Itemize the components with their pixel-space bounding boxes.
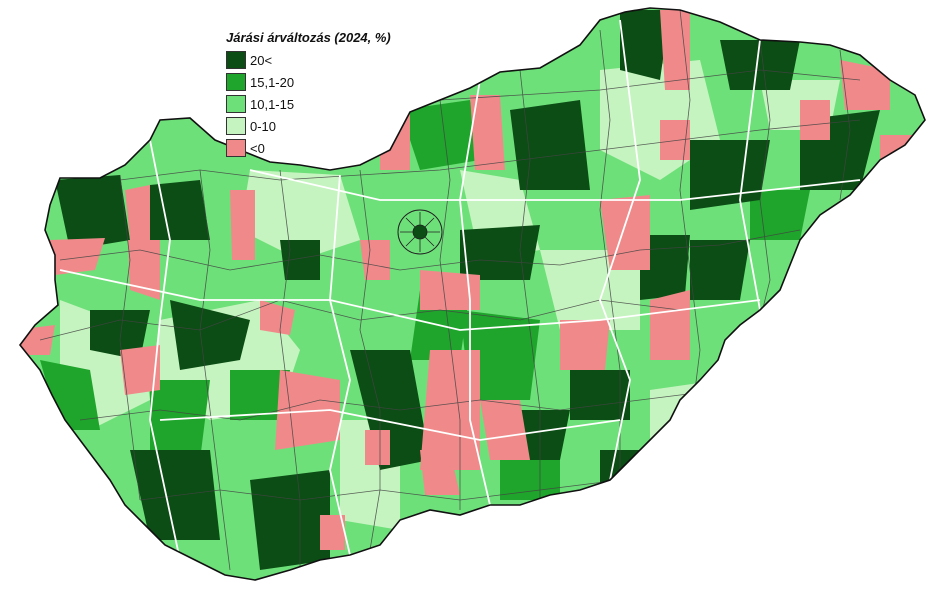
legend-label: 10,1-15 (250, 96, 295, 112)
district-region (500, 450, 560, 500)
district-region (150, 380, 210, 460)
legend-title: Járási árváltozás (2024, %) (226, 30, 391, 45)
district-region (800, 100, 830, 140)
district-region (520, 410, 570, 460)
district-region (750, 190, 810, 240)
district-region (240, 170, 360, 260)
district-region (90, 310, 150, 360)
legend-item-negative: <0 (226, 137, 391, 159)
district-region (360, 240, 390, 280)
legend-swatch (226, 51, 246, 69)
legend-swatch (226, 139, 246, 157)
district-region (690, 140, 770, 210)
district-region (600, 450, 660, 500)
legend-label: <0 (250, 140, 265, 156)
district-region (660, 120, 690, 160)
district-region (420, 350, 480, 470)
district-region (650, 290, 690, 360)
district-region (560, 320, 610, 370)
legend-swatch (226, 95, 246, 113)
district-region (128, 240, 160, 300)
budapest-center (412, 224, 428, 240)
county-borders (59, 19, 861, 561)
district-region (480, 400, 530, 460)
legend-label: 0-10 (250, 118, 277, 134)
district-region (570, 370, 630, 420)
district-region (275, 370, 340, 450)
district-region (125, 185, 150, 240)
district-region (130, 450, 220, 540)
district-region (50, 238, 105, 275)
district-region (840, 60, 890, 110)
district-region (230, 190, 255, 260)
district-region (250, 470, 330, 570)
district-region (420, 270, 480, 310)
district-borders (39, 9, 861, 571)
district-region (350, 350, 430, 470)
legend-label: 20< (250, 52, 273, 68)
district-region (20, 325, 55, 355)
district-region (640, 235, 690, 300)
district-region (470, 95, 505, 170)
district-region (690, 240, 750, 300)
budapest-districts (397, 209, 443, 255)
district-region (420, 450, 460, 495)
district-region (660, 10, 690, 90)
district-region (55, 175, 130, 250)
legend-item-10-15: 10,1-15 (226, 93, 391, 115)
legend-swatch (226, 117, 246, 135)
district-region (720, 40, 800, 90)
district-region (230, 370, 290, 420)
district-region (620, 10, 670, 80)
district-region (260, 300, 295, 335)
legend-label: 15,1-20 (250, 74, 295, 90)
district-region (400, 100, 480, 170)
legend-item-20-plus: 20< (226, 49, 391, 71)
legend-item-0-10: 0-10 (226, 115, 391, 137)
district-region (170, 300, 250, 370)
district-region (320, 515, 345, 550)
district-region (365, 430, 390, 465)
district-region (600, 195, 650, 270)
legend-swatch (226, 73, 246, 91)
district-region (150, 180, 210, 240)
district-region (120, 345, 160, 395)
legend-item-15-20: 15,1-20 (226, 71, 391, 93)
district-region (280, 240, 320, 280)
district-region (650, 380, 720, 450)
district-region (460, 225, 540, 280)
map-legend: Járási árváltozás (2024, %) 20< 15,1-20 … (226, 30, 391, 159)
district-region (510, 100, 590, 190)
